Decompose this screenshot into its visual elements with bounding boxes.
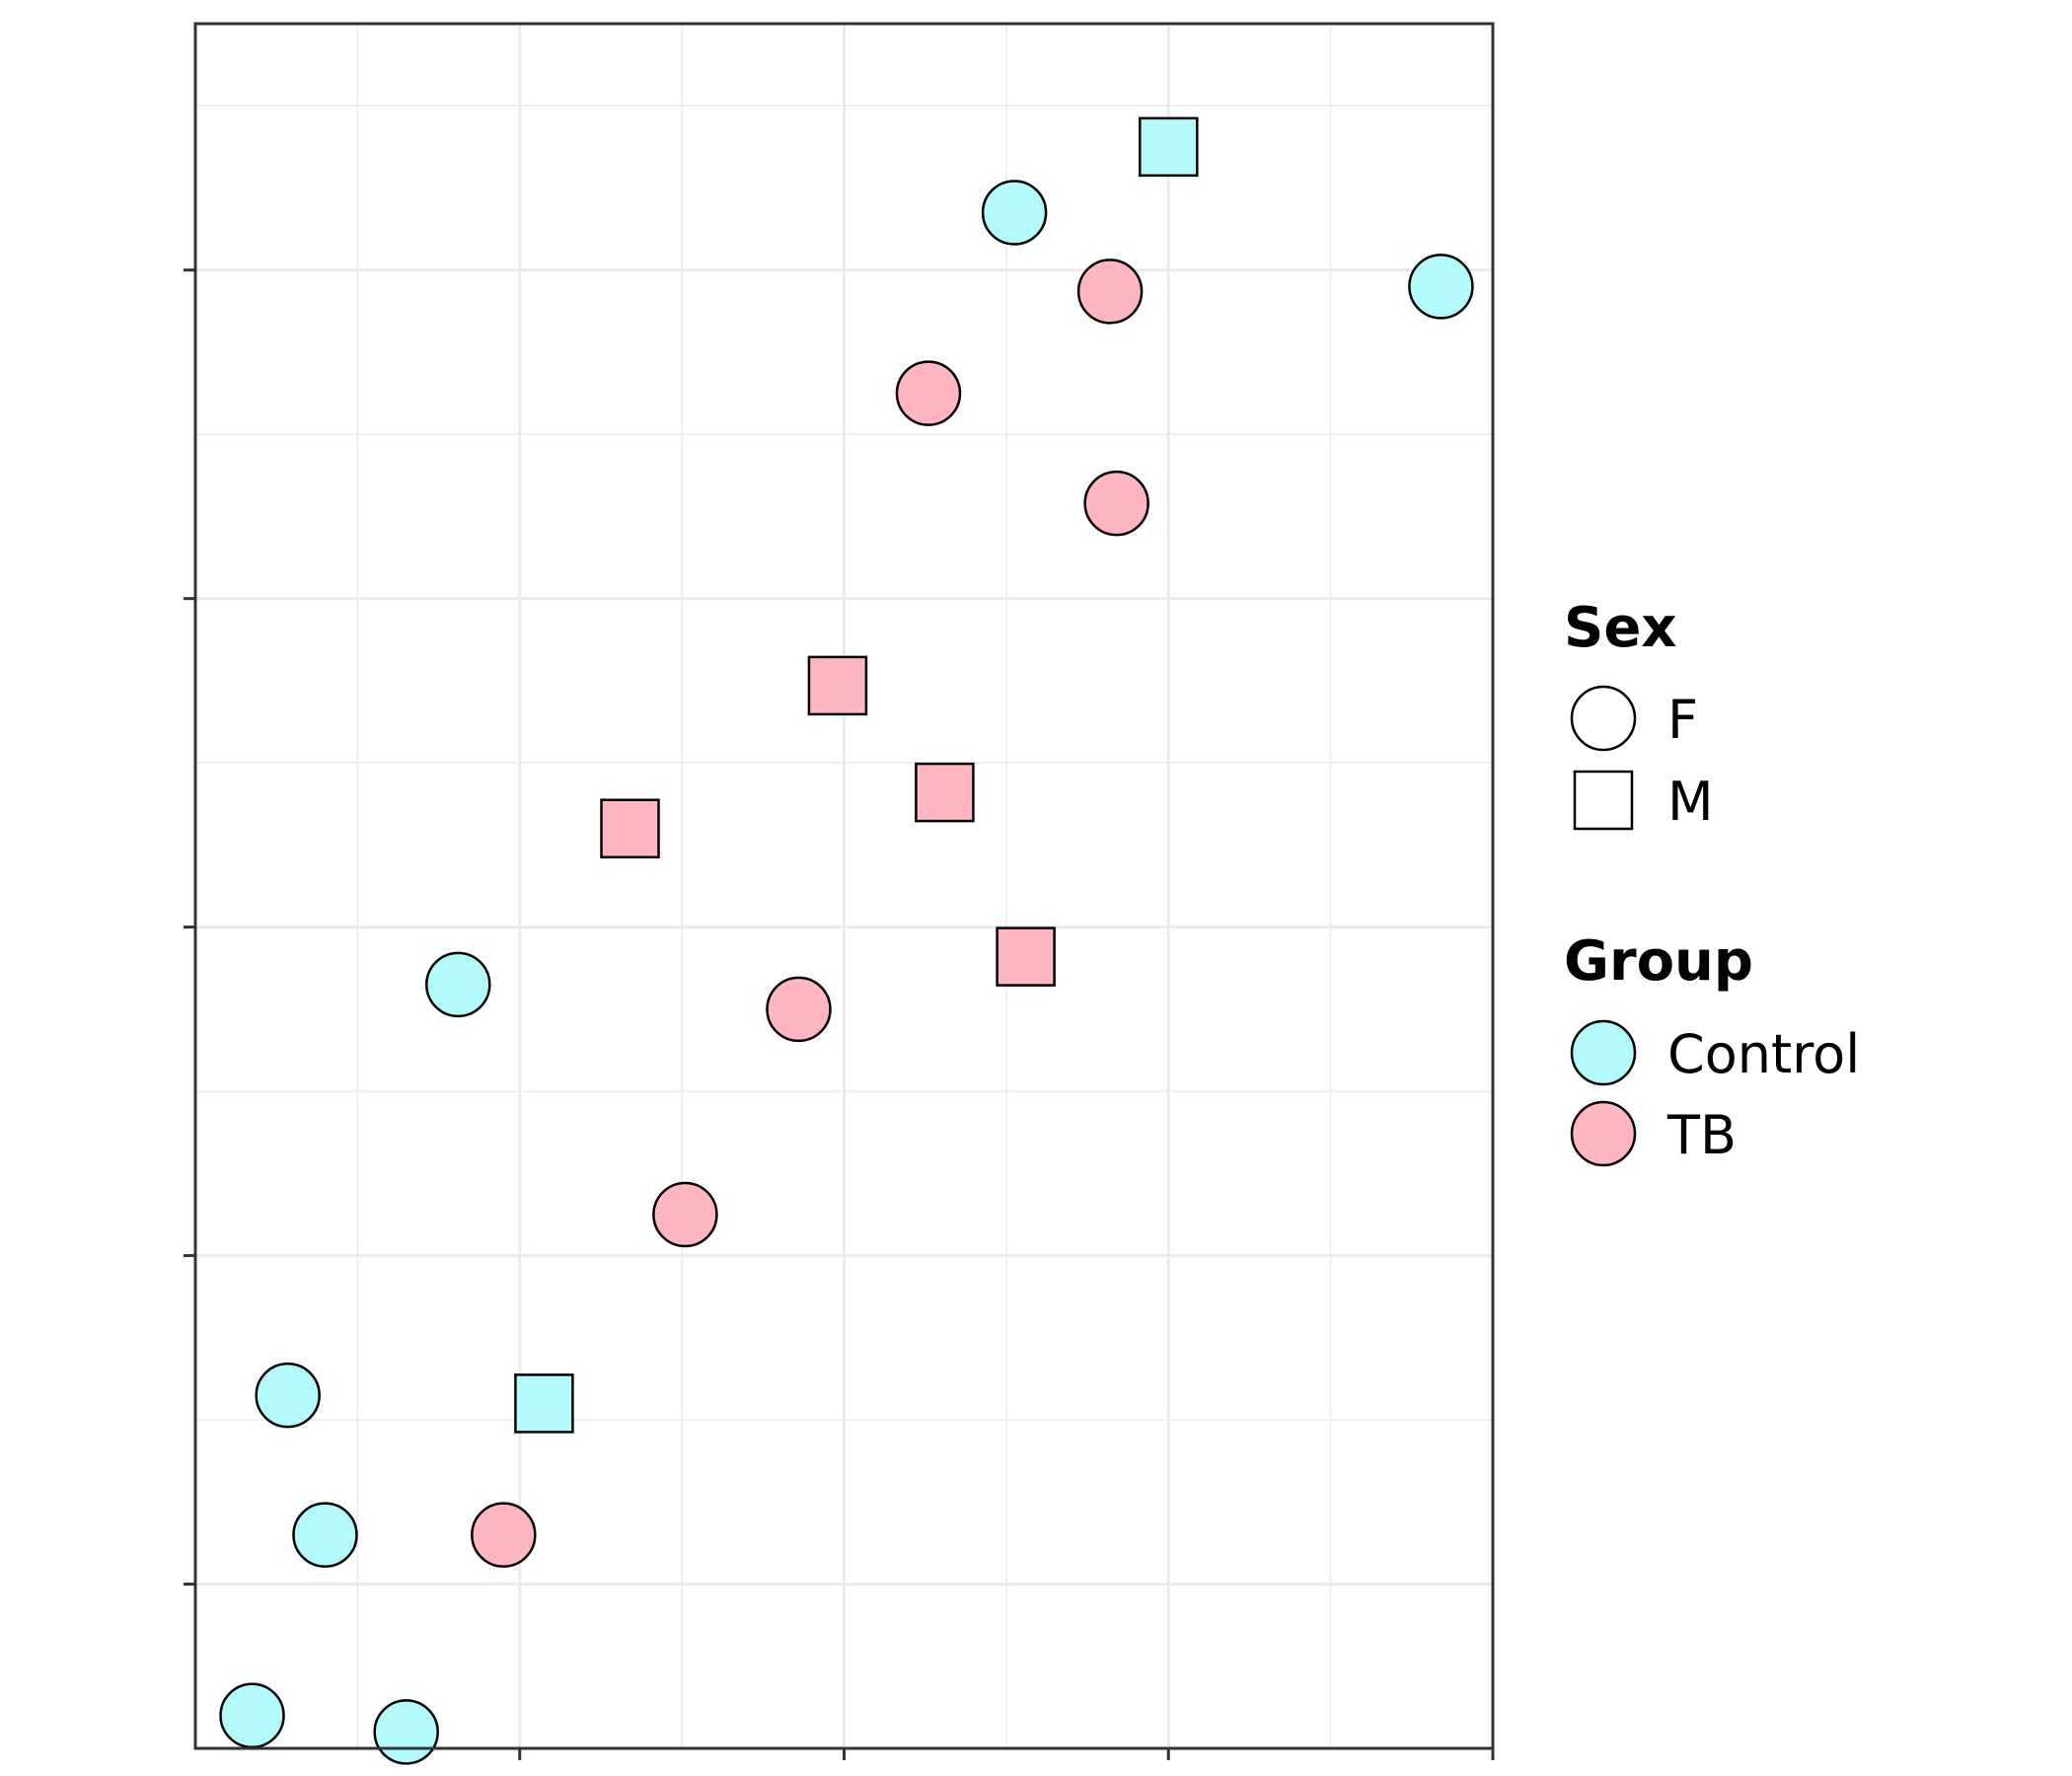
point-tb-f <box>766 976 832 1043</box>
point-tb-f <box>652 1181 718 1248</box>
point-control-f <box>255 1362 321 1429</box>
point-control-m <box>514 1373 574 1434</box>
point-tb-f <box>895 360 962 426</box>
legend-key-tb <box>1570 1100 1637 1167</box>
legend-title-group: Group <box>1564 929 1753 994</box>
point-tb-m <box>915 762 975 823</box>
point-tb-f <box>1076 259 1144 325</box>
point-tb-f <box>1083 470 1149 537</box>
point-tb-m <box>996 926 1056 987</box>
legend-label-tb: TB <box>1666 1104 1737 1166</box>
legend-label-control: Control <box>1667 1023 1860 1085</box>
point-tb-f <box>471 1502 537 1568</box>
legend: Sex F M Group Control TB <box>1564 596 1860 1167</box>
legend-key-control <box>1570 1019 1637 1086</box>
point-control-f <box>425 951 491 1018</box>
legend-key-circle <box>1570 685 1637 752</box>
legend-title-sex: Sex <box>1564 596 1676 660</box>
legend-label-m: M <box>1667 771 1714 833</box>
point-control-m <box>1139 116 1199 178</box>
point-control-f <box>1408 254 1474 320</box>
legend-label-f: F <box>1667 689 1698 751</box>
point-tb-m <box>600 798 660 858</box>
point-control-f <box>981 180 1048 246</box>
axis-ticks <box>184 268 1495 1760</box>
point-tb-m <box>807 655 868 716</box>
point-control-f <box>292 1502 358 1568</box>
point-control-f <box>373 1699 439 1765</box>
legend-key-square <box>1573 770 1634 831</box>
point-control-f <box>219 1682 285 1748</box>
